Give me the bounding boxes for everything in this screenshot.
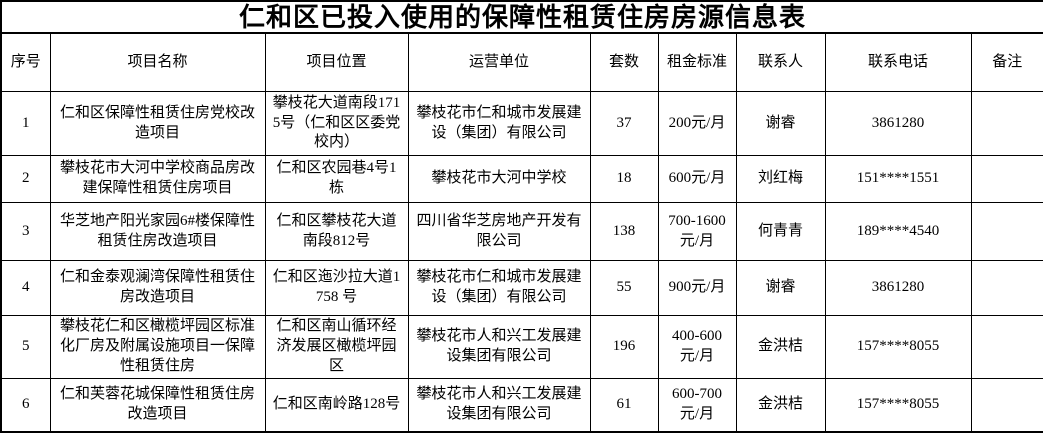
table-row: 1 仁和区保障性租赁住房党校改造项目 攀枝花大道南段1715号（仁和区区委党校内… — [0, 91, 1043, 156]
cell-contact: 谢睿 — [735, 91, 826, 156]
cell-phone: 157****8055 — [824, 378, 972, 432]
column-header-remark: 备注 — [970, 32, 1043, 92]
cell-rent: 600-700元/月 — [657, 378, 737, 432]
column-header-operator: 运营单位 — [407, 32, 591, 92]
cell-units: 18 — [589, 155, 659, 203]
cell-remark — [970, 260, 1043, 316]
title-row: 仁和区已投入使用的保障性租赁住房房源信息表 — [0, 0, 1043, 34]
cell-operator: 攀枝花市仁和城市发展建设（集团）有限公司 — [407, 91, 591, 156]
column-header-project-name: 项目名称 — [49, 32, 266, 92]
cell-serial: 6 — [0, 378, 51, 432]
cell-location: 仁和区迤沙拉大道1758 号 — [264, 260, 409, 316]
cell-project-name: 攀枝花市大河中学校商品房改建保障性租赁住房项目 — [49, 155, 266, 203]
cell-rent: 200元/月 — [657, 91, 737, 156]
cell-contact: 何青青 — [735, 202, 826, 261]
cell-contact: 刘红梅 — [735, 155, 826, 203]
cell-rent: 900元/月 — [657, 260, 737, 316]
cell-rent: 400-600元/月 — [657, 315, 737, 379]
cell-project-name: 仁和区保障性租赁住房党校改造项目 — [49, 91, 266, 156]
cell-location: 仁和区农园巷4号1栋 — [264, 155, 409, 203]
cell-remark — [970, 91, 1043, 156]
cell-remark — [970, 202, 1043, 261]
cell-location: 攀枝花大道南段1715号（仁和区区委党校内） — [264, 91, 409, 156]
cell-contact: 金洪桔 — [735, 315, 826, 379]
column-header-units: 套数 — [589, 32, 659, 92]
cell-serial: 3 — [0, 202, 51, 261]
cell-operator: 攀枝花市人和兴工发展建设集团有限公司 — [407, 315, 591, 379]
page-title: 仁和区已投入使用的保障性租赁住房房源信息表 — [0, 0, 1043, 34]
cell-rent: 600元/月 — [657, 155, 737, 203]
cell-operator: 攀枝花市大河中学校 — [407, 155, 591, 203]
column-header-serial: 序号 — [0, 32, 51, 92]
table-row: 2 攀枝花市大河中学校商品房改建保障性租赁住房项目 仁和区农园巷4号1栋 攀枝花… — [0, 155, 1043, 203]
column-header-location: 项目位置 — [264, 32, 409, 92]
housing-info-table: 仁和区已投入使用的保障性租赁住房房源信息表 序号 项目名称 项目位置 运营单位 … — [0, 0, 1043, 433]
cell-serial: 1 — [0, 91, 51, 156]
cell-phone: 189****4540 — [824, 202, 972, 261]
column-header-contact: 联系人 — [735, 32, 826, 92]
cell-units: 196 — [589, 315, 659, 379]
table-row: 3 华芝地产阳光家园6#楼保障性租赁住房改造项目 仁和区攀枝花大道南段812号 … — [0, 202, 1043, 261]
cell-operator: 攀枝花市仁和城市发展建设（集团）有限公司 — [407, 260, 591, 316]
cell-serial: 5 — [0, 315, 51, 379]
cell-units: 138 — [589, 202, 659, 261]
cell-phone: 151****1551 — [824, 155, 972, 203]
cell-project-name: 攀枝花仁和区橄榄坪园区标准化厂房及附属设施项目一保障性租赁住房 — [49, 315, 266, 379]
cell-location: 仁和区攀枝花大道南段812号 — [264, 202, 409, 261]
cell-serial: 2 — [0, 155, 51, 203]
table-row: 6 仁和芙蓉花城保障性租赁住房改造项目 仁和区南岭路128号 攀枝花市人和兴工发… — [0, 378, 1043, 432]
table-row: 5 攀枝花仁和区橄榄坪园区标准化厂房及附属设施项目一保障性租赁住房 仁和区南山循… — [0, 315, 1043, 379]
cell-phone: 3861280 — [824, 260, 972, 316]
table-row: 4 仁和金泰观澜湾保障性租赁住房改造项目 仁和区迤沙拉大道1758 号 攀枝花市… — [0, 260, 1043, 316]
cell-location: 仁和区南岭路128号 — [264, 378, 409, 432]
cell-units: 37 — [589, 91, 659, 156]
cell-units: 55 — [589, 260, 659, 316]
cell-project-name: 仁和金泰观澜湾保障性租赁住房改造项目 — [49, 260, 266, 316]
cell-operator: 四川省华芝房地产开发有限公司 — [407, 202, 591, 261]
cell-location: 仁和区南山循环经济发展区橄榄坪园区 — [264, 315, 409, 379]
cell-serial: 4 — [0, 260, 51, 316]
column-header-row: 序号 项目名称 项目位置 运营单位 套数 租金标准 联系人 联系电话 备注 — [0, 32, 1043, 92]
cell-project-name: 仁和芙蓉花城保障性租赁住房改造项目 — [49, 378, 266, 432]
cell-units: 61 — [589, 378, 659, 432]
cell-operator: 攀枝花市人和兴工发展建设集团有限公司 — [407, 378, 591, 432]
cell-remark — [970, 315, 1043, 379]
cell-project-name: 华芝地产阳光家园6#楼保障性租赁住房改造项目 — [49, 202, 266, 261]
cell-rent: 700-1600元/月 — [657, 202, 737, 261]
cell-contact: 谢睿 — [735, 260, 826, 316]
column-header-rent: 租金标准 — [657, 32, 737, 92]
cell-contact: 金洪桔 — [735, 378, 826, 432]
cell-remark — [970, 155, 1043, 203]
column-header-phone: 联系电话 — [824, 32, 972, 92]
cell-phone: 157****8055 — [824, 315, 972, 379]
cell-phone: 3861280 — [824, 91, 972, 156]
cell-remark — [970, 378, 1043, 432]
